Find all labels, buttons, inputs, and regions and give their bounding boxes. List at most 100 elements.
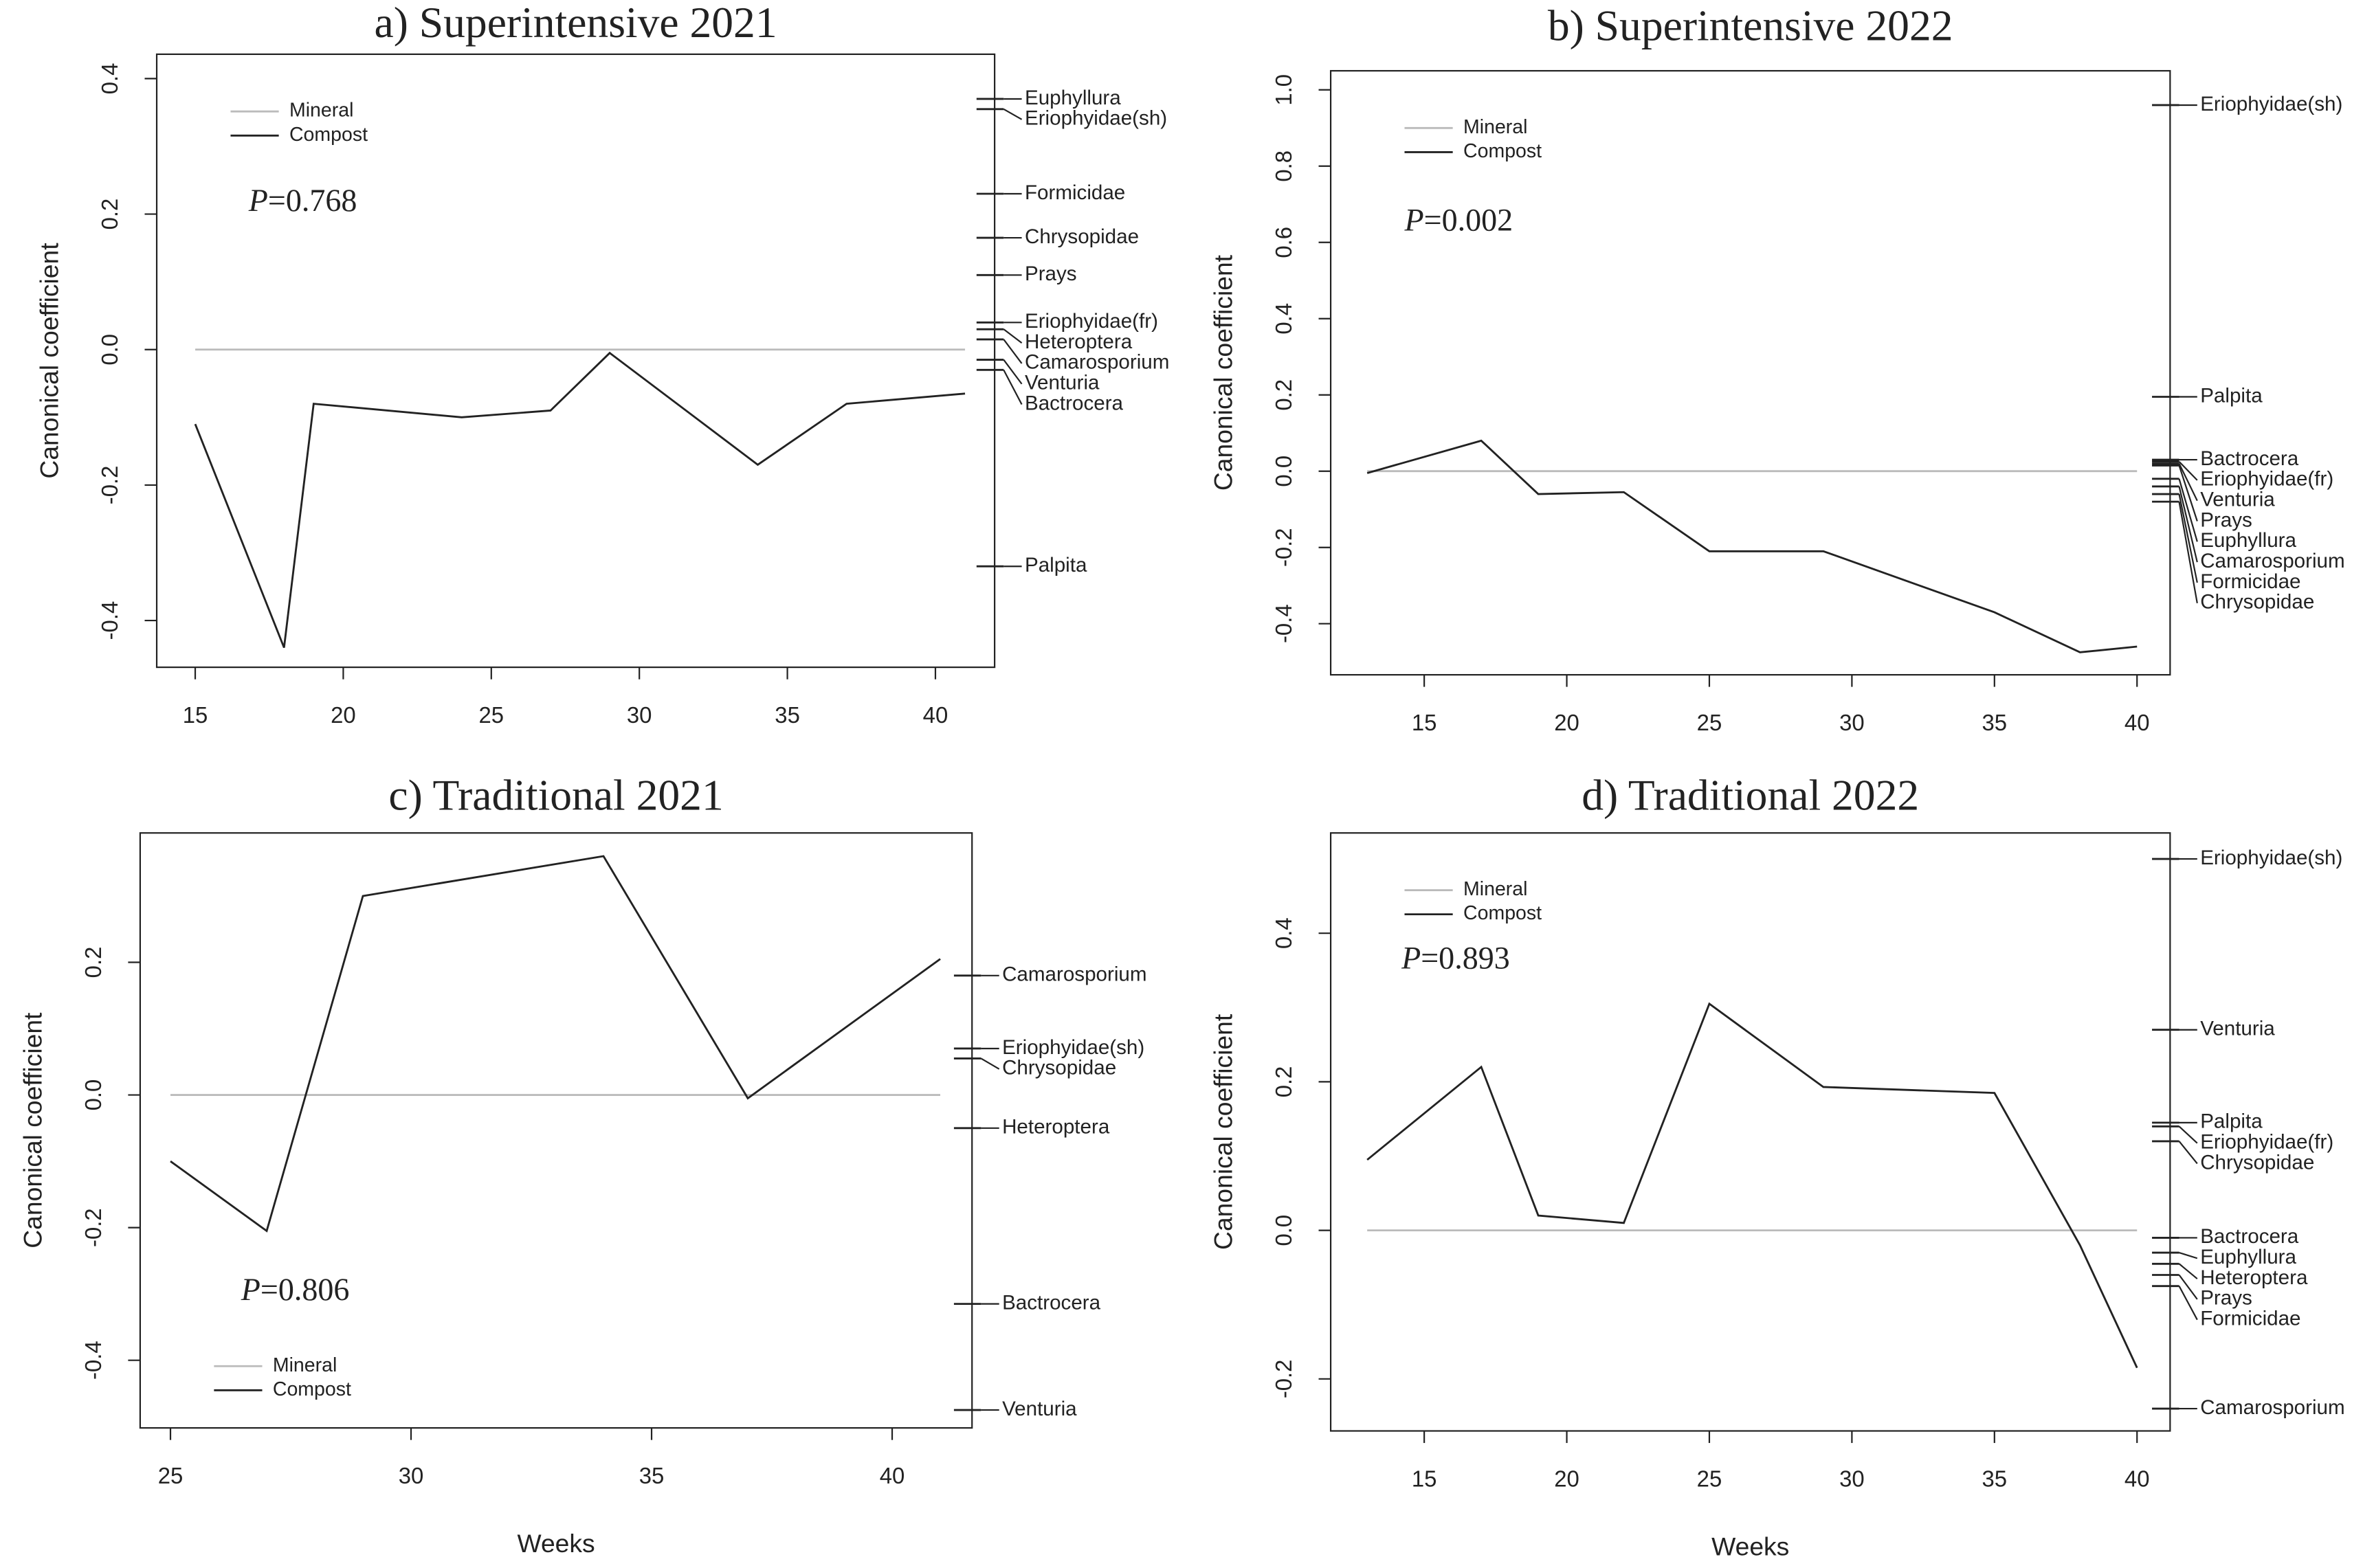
y-axis-label: Canonical coefficient — [34, 243, 63, 479]
species-label: Eriophyidae(sh) — [2200, 93, 2342, 115]
x-tick-label: 40 — [2125, 1466, 2150, 1492]
y-tick-label: 0.2 — [1271, 379, 1296, 411]
p-symbol: P — [1404, 202, 1424, 237]
x-tick-label: 35 — [1982, 710, 2008, 735]
species-label: Bactrocera — [1002, 1291, 1101, 1314]
y-tick-label: -0.4 — [97, 601, 122, 640]
x-tick-label: 30 — [1839, 710, 1865, 735]
species-leader — [2178, 463, 2198, 502]
species-label: Eriophyidae(sh) — [2200, 847, 2342, 869]
species-label: Venturia — [2200, 489, 2275, 511]
species-label: Chrysopidae — [2200, 1151, 2314, 1174]
p-number: =0.806 — [260, 1271, 350, 1306]
chart-title: a) Superintensive 2021 — [375, 0, 777, 47]
species-label: Camarosporium — [1025, 351, 1169, 374]
species-label: Formicidae — [2200, 1308, 2300, 1330]
species-label: Eriophyidae(sh) — [1002, 1036, 1144, 1059]
legend-label: Mineral — [1463, 878, 1527, 900]
p-symbol: P — [248, 183, 268, 218]
species-label: Prays — [2200, 1287, 2252, 1310]
species-label: Palpita — [1025, 554, 1087, 576]
legend-label: Compost — [1463, 902, 1542, 924]
x-tick-label: 35 — [775, 702, 800, 728]
species-leader — [1003, 328, 1023, 344]
species-label: Chrysopidae — [2200, 591, 2314, 614]
plot-frame — [155, 53, 996, 669]
y-tick-label: -0.2 — [1271, 1360, 1296, 1399]
species-label: Camarosporium — [2200, 550, 2344, 572]
species-label: Heteroptera — [2200, 1266, 2308, 1289]
species-label: Eriophyidae(fr) — [1025, 310, 1158, 333]
species-label: Camarosporium — [1002, 963, 1146, 986]
species-leader — [2178, 1286, 2198, 1321]
species-leader — [2178, 1141, 2198, 1165]
species-leader — [2178, 478, 2198, 542]
species-leader — [1003, 339, 1023, 364]
species-label: Heteroptera — [1002, 1116, 1110, 1139]
y-tick-label: -0.2 — [80, 1208, 106, 1247]
species-leader — [980, 1057, 1000, 1070]
species-label: Chrysopidae — [1025, 225, 1139, 248]
x-tick-label: 40 — [880, 1463, 905, 1488]
y-tick-label: 1.0 — [1271, 74, 1296, 106]
species-label: Eriophyidae(sh) — [1025, 107, 1167, 130]
species-leader — [2178, 1263, 2198, 1279]
p-symbol: P — [1401, 940, 1421, 975]
x-tick-label: 25 — [158, 1463, 184, 1488]
species-label: Bactrocera — [1025, 392, 1124, 414]
species-leader — [2178, 465, 2198, 522]
species-label: Formicidae — [2200, 570, 2300, 593]
y-tick-label: 0.4 — [97, 63, 122, 95]
y-tick-label: -0.2 — [1271, 528, 1296, 567]
y-tick-label: 0.2 — [80, 947, 106, 978]
x-tick-label: 30 — [1839, 1466, 1865, 1492]
species-label: Palpita — [2200, 384, 2263, 407]
x-axis-label: Weeks — [1711, 1532, 1789, 1560]
species-leader — [2178, 501, 2198, 603]
x-tick-label: 25 — [479, 702, 504, 728]
species-label: Venturia — [2200, 1018, 2275, 1040]
y-tick-label: 0.0 — [1271, 1215, 1296, 1246]
x-tick-label: 25 — [1697, 710, 1722, 735]
species-label: Euphyllura — [2200, 1246, 2296, 1268]
species-leader — [2179, 1252, 2198, 1259]
x-tick-label: 35 — [1982, 1466, 2008, 1492]
species-label: Euphyllura — [2200, 529, 2296, 552]
species-label: Euphyllura — [1025, 87, 1121, 109]
legend-label: Mineral — [1463, 116, 1527, 138]
p-value: P=0.002 — [1404, 202, 1513, 237]
chart-title: b) Superintensive 2022 — [1548, 1, 1953, 49]
y-tick-label: 0.6 — [1271, 227, 1296, 258]
p-value: P=0.768 — [248, 183, 357, 218]
y-tick-label: -0.2 — [97, 466, 122, 505]
species-label: Prays — [2200, 508, 2252, 531]
series-line — [1366, 439, 2138, 653]
species-label: Bactrocera — [2200, 1225, 2299, 1248]
y-tick-label: -0.4 — [80, 1341, 106, 1380]
p-symbol: P — [241, 1271, 260, 1306]
species-label: Camarosporium — [2200, 1396, 2344, 1419]
species-leader — [2178, 461, 2198, 481]
species-label: Bactrocera — [2200, 447, 2299, 470]
y-tick-label: 0.0 — [1271, 456, 1296, 487]
x-tick-label: 30 — [627, 702, 652, 728]
p-number: =0.002 — [1424, 202, 1513, 237]
legend-label: Mineral — [273, 1354, 337, 1376]
y-tick-label: 0.8 — [1271, 150, 1296, 182]
species-label: Venturia — [1025, 372, 1100, 394]
species-leader — [1003, 359, 1023, 385]
chart-title: c) Traditional 2021 — [388, 771, 723, 820]
species-label: Eriophyidae(fr) — [2200, 1130, 2333, 1153]
series-line — [1366, 1002, 2138, 1369]
y-tick-label: 0.4 — [1271, 303, 1296, 335]
x-tick-label: 15 — [1412, 1466, 1437, 1492]
species-leader — [2178, 486, 2198, 563]
y-tick-label: 0.2 — [97, 199, 122, 230]
x-tick-label: 25 — [1697, 1466, 1722, 1492]
y-tick-label: -0.4 — [1271, 604, 1296, 643]
legend-label: Compost — [273, 1378, 351, 1400]
series-line — [170, 855, 941, 1233]
species-leader — [2178, 1125, 2198, 1144]
